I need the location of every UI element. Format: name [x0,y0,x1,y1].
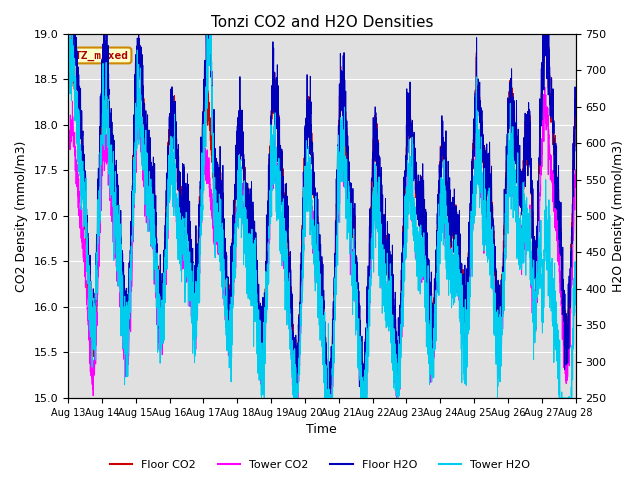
X-axis label: Time: Time [307,423,337,436]
Text: TZ_mixed: TZ_mixed [75,50,129,60]
Y-axis label: H2O Density (mmol/m3): H2O Density (mmol/m3) [612,140,625,292]
Legend: Floor CO2, Tower CO2, Floor H2O, Tower H2O: Floor CO2, Tower CO2, Floor H2O, Tower H… [105,456,535,474]
Title: Tonzi CO2 and H2O Densities: Tonzi CO2 and H2O Densities [211,15,433,30]
Y-axis label: CO2 Density (mmol/m3): CO2 Density (mmol/m3) [15,140,28,292]
